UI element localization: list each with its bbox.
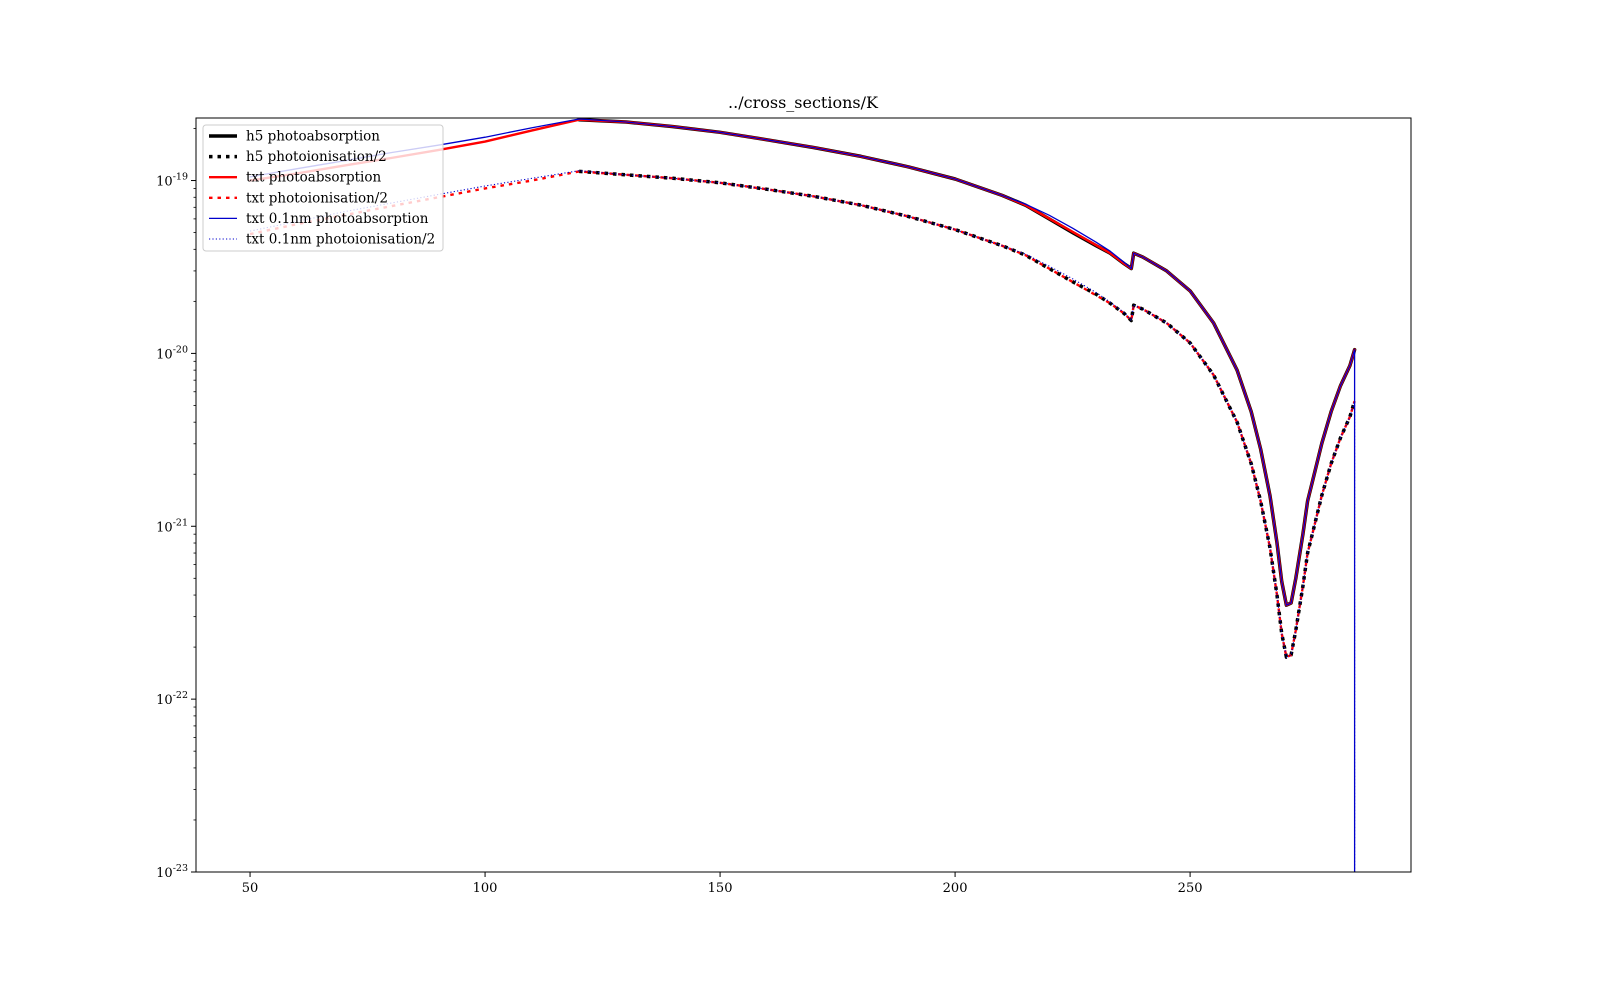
y-tick-label: 10-20 — [156, 344, 188, 362]
plot-frame — [195, 117, 1412, 873]
legend-label-5: txt 0.1nm photoabsorption — [246, 211, 429, 227]
y-axis: 10-19 10-20 10-21 10-22 10-23 — [156, 128, 196, 881]
legend-label-1: h5 photoabsorption — [246, 129, 380, 145]
series-line-4 — [249, 170, 1356, 659]
series-line-5 — [249, 118, 1356, 872]
x-tick-label: 200 — [943, 881, 968, 896]
legend-box — [202, 124, 444, 252]
legend-label-2: h5 photoionisation/2 — [246, 149, 387, 165]
y-tick-label: 10-23 — [156, 863, 188, 881]
legend-label-4: txt photoionisation/2 — [246, 190, 388, 206]
x-tick-label: 150 — [708, 881, 733, 896]
legend: h5 photoabsorption h5 photoionisation/2 tx… — [202, 124, 444, 252]
y-tick-label: 10-22 — [156, 690, 188, 708]
x-tick-label: 250 — [1178, 881, 1203, 896]
series-line-2 — [578, 169, 1357, 659]
legend-label-6: txt 0.1nm photoionisation/2 — [246, 232, 435, 248]
x-axis: 50 100 150 200 250 — [242, 872, 1203, 896]
chart-title: ../cross_sections/K — [728, 93, 879, 112]
x-tick-label: 50 — [242, 881, 259, 896]
legend-label-3: txt photoabsorption — [246, 170, 381, 186]
series-layer — [248, 118, 1357, 872]
y-tick-label: 10-19 — [156, 172, 188, 190]
y-tick-label: 10-21 — [156, 517, 188, 535]
x-tick-label: 100 — [473, 881, 498, 896]
